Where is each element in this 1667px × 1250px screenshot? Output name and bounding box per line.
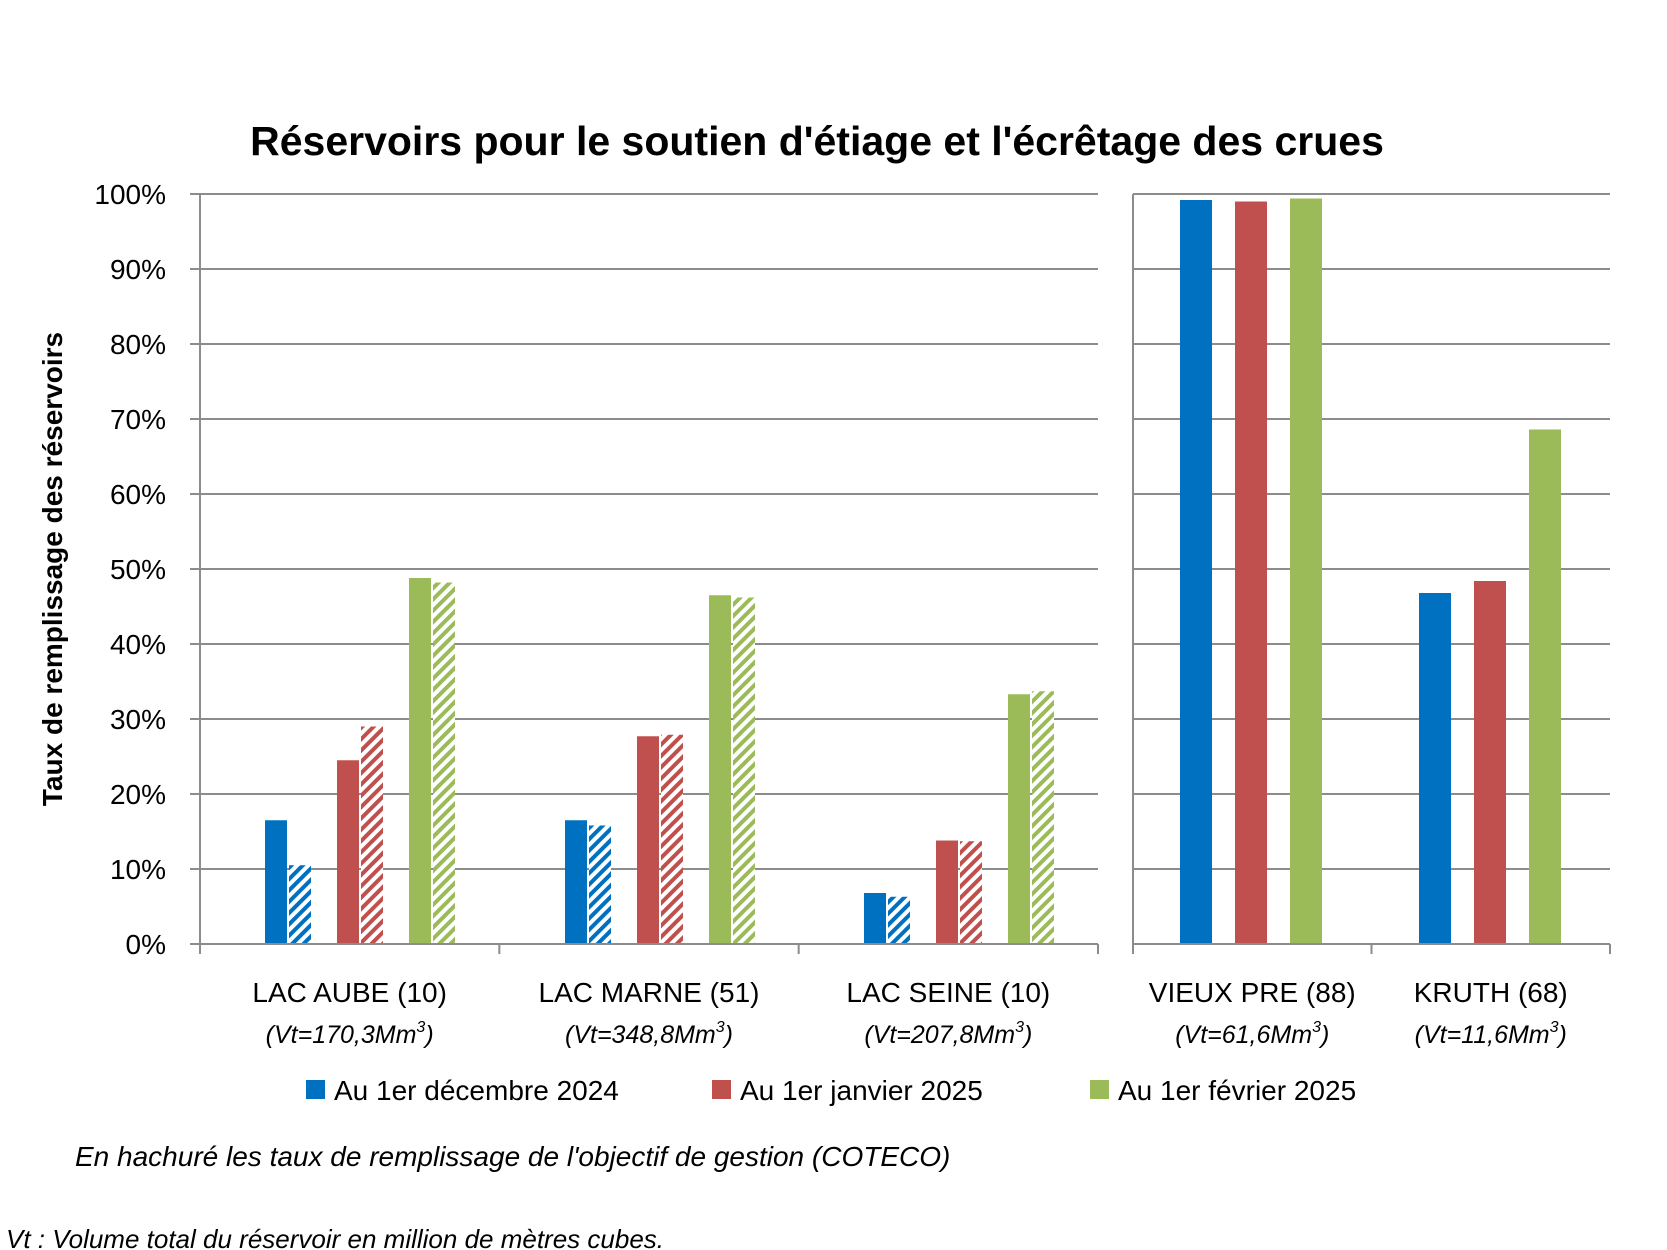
y-tick-label: 90% xyxy=(110,254,166,285)
bars xyxy=(265,198,1561,944)
bar-actual xyxy=(337,760,359,944)
y-tick-label: 10% xyxy=(110,854,166,885)
hatch-note: En hachuré les taux de remplissage de l'… xyxy=(75,1141,950,1172)
category-label: KRUTH (68) xyxy=(1414,977,1568,1008)
y-tick-labels: 0% 10% 20% 30% 40% 50% 60% 70% 80% 90% 100% xyxy=(94,179,166,960)
volume-label: (Vt=170,3Mm3) xyxy=(266,1019,434,1049)
bar-objective xyxy=(1032,691,1054,944)
bar-objective xyxy=(433,582,455,944)
y-tick-label: 50% xyxy=(110,554,166,585)
legend-swatch xyxy=(306,1080,325,1099)
bar-objective xyxy=(733,597,755,944)
bar-actual xyxy=(409,578,431,944)
bar-actual xyxy=(265,820,287,944)
y-axis-label: Taux de remplissage des réservoirs xyxy=(37,332,68,806)
bar-actual xyxy=(565,820,587,944)
bar-actual xyxy=(1008,694,1030,944)
bar-objective xyxy=(661,734,683,944)
axes xyxy=(199,194,1611,954)
bar-actual xyxy=(1474,581,1506,944)
legend-swatch xyxy=(1090,1080,1109,1099)
y-tick-label: 0% xyxy=(126,929,166,960)
bar-actual xyxy=(936,840,958,944)
legend-label: Au 1er janvier 2025 xyxy=(740,1075,983,1106)
bar-objective xyxy=(361,726,383,944)
footnote: Vt : Volume total du réservoir en millio… xyxy=(6,1224,664,1250)
category-label: LAC MARNE (51) xyxy=(539,977,760,1008)
bar-actual xyxy=(637,736,659,944)
legend: Au 1er décembre 2024 Au 1er janvier 2025 A… xyxy=(306,1075,1356,1106)
legend-label: Au 1er décembre 2024 xyxy=(334,1075,619,1106)
bar-objective xyxy=(289,865,311,944)
volume-label: (Vt=207,8Mm3) xyxy=(864,1019,1032,1049)
y-tick-label: 20% xyxy=(110,779,166,810)
bar-actual xyxy=(1290,198,1322,944)
bar-actual xyxy=(864,893,886,944)
volume-label: (Vt=348,8Mm3) xyxy=(565,1019,733,1049)
category-label: VIEUX PRE (88) xyxy=(1149,977,1356,1008)
y-tick-label: 80% xyxy=(110,329,166,360)
bar-actual xyxy=(709,595,731,944)
y-tick-label: 30% xyxy=(110,704,166,735)
bar-actual xyxy=(1419,593,1451,944)
bar-objective xyxy=(888,896,910,944)
gridlines xyxy=(190,193,1610,945)
bar-objective xyxy=(589,825,611,944)
y-tick-label: 40% xyxy=(110,629,166,660)
legend-label: Au 1er février 2025 xyxy=(1118,1075,1356,1106)
legend-swatch xyxy=(712,1080,731,1099)
bar-actual xyxy=(1235,201,1267,944)
y-tick-label: 60% xyxy=(110,479,166,510)
bar-actual xyxy=(1529,429,1561,944)
volume-label: (Vt=61,6Mm3) xyxy=(1175,1019,1329,1049)
bar-actual xyxy=(1180,200,1212,944)
category-label: LAC SEINE (10) xyxy=(846,977,1050,1008)
category-labels: LAC AUBE (10) (Vt=170,3Mm3) LAC MARNE (51)… xyxy=(252,977,1567,1049)
category-label: LAC AUBE (10) xyxy=(252,977,447,1008)
y-tick-label: 70% xyxy=(110,404,166,435)
volume-label: (Vt=11,6Mm3) xyxy=(1415,1019,1567,1049)
y-tick-label: 100% xyxy=(94,179,166,210)
bar-objective xyxy=(960,841,982,944)
chart-title: Réservoirs pour le soutien d'étiage et l… xyxy=(250,118,1384,164)
